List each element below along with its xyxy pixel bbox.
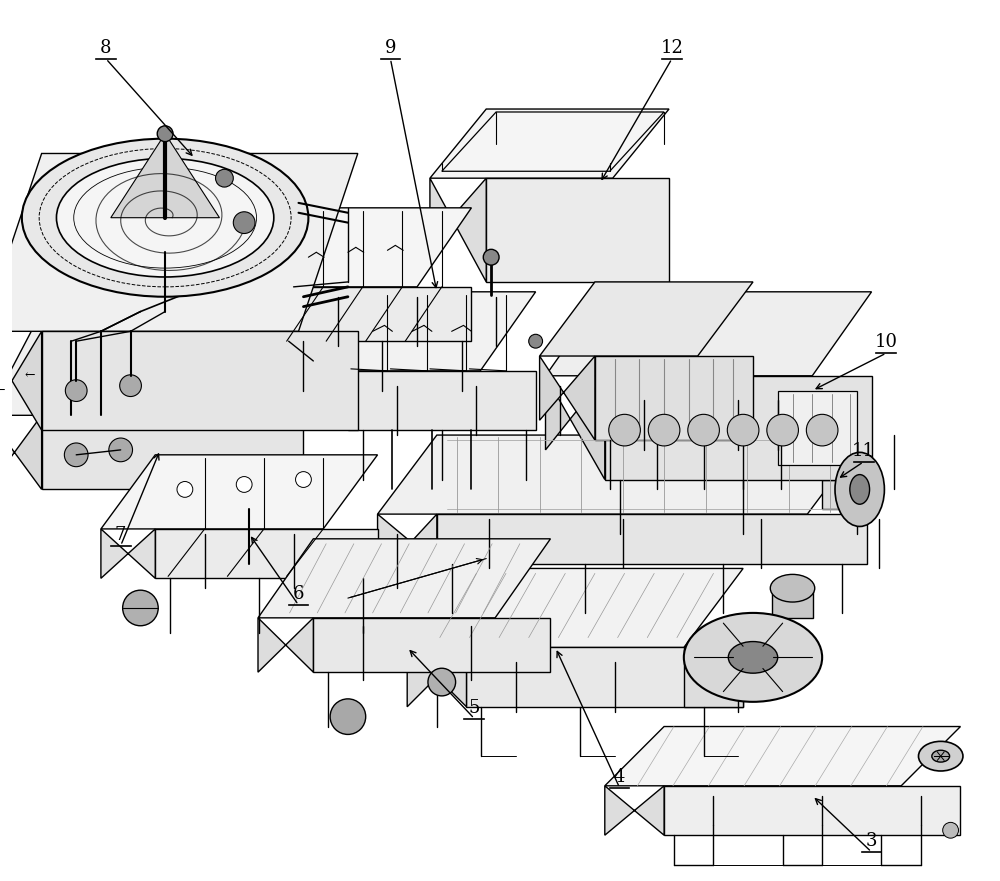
Polygon shape: [605, 727, 960, 786]
Ellipse shape: [684, 613, 822, 702]
Circle shape: [648, 414, 680, 446]
Polygon shape: [42, 415, 303, 490]
Polygon shape: [486, 178, 669, 282]
Circle shape: [65, 380, 87, 402]
Circle shape: [120, 374, 141, 396]
Polygon shape: [684, 648, 743, 707]
Circle shape: [330, 699, 366, 735]
Circle shape: [177, 482, 193, 497]
Polygon shape: [822, 479, 872, 509]
Circle shape: [529, 334, 543, 348]
Ellipse shape: [850, 475, 870, 504]
Circle shape: [233, 211, 255, 233]
Ellipse shape: [56, 159, 274, 277]
Polygon shape: [0, 415, 42, 490]
Polygon shape: [793, 435, 872, 479]
Text: 9: 9: [385, 39, 396, 56]
Polygon shape: [378, 515, 437, 578]
Text: 7: 7: [115, 526, 126, 544]
Text: 3: 3: [866, 832, 877, 850]
Polygon shape: [289, 287, 471, 341]
Text: ←: ←: [0, 384, 5, 397]
Polygon shape: [437, 515, 867, 564]
Polygon shape: [540, 356, 595, 440]
Polygon shape: [0, 153, 358, 331]
Circle shape: [157, 126, 173, 142]
Circle shape: [216, 169, 233, 187]
Circle shape: [767, 414, 798, 446]
Polygon shape: [540, 282, 753, 356]
Polygon shape: [293, 292, 536, 371]
Polygon shape: [0, 331, 42, 430]
Text: ←: ←: [25, 369, 35, 382]
Polygon shape: [111, 134, 219, 218]
Text: 12: 12: [661, 39, 683, 56]
Ellipse shape: [728, 641, 778, 673]
Polygon shape: [101, 529, 155, 578]
Polygon shape: [348, 371, 536, 430]
Ellipse shape: [932, 751, 950, 762]
Polygon shape: [258, 539, 550, 618]
Polygon shape: [778, 390, 857, 464]
Polygon shape: [0, 312, 303, 415]
Circle shape: [483, 249, 499, 265]
Circle shape: [428, 668, 456, 696]
Polygon shape: [605, 376, 872, 479]
Text: 6: 6: [293, 585, 304, 603]
Circle shape: [109, 438, 133, 462]
Polygon shape: [430, 178, 486, 282]
Polygon shape: [101, 455, 378, 529]
Polygon shape: [595, 356, 753, 440]
Text: 8: 8: [100, 39, 112, 56]
Polygon shape: [155, 529, 378, 578]
Polygon shape: [664, 786, 960, 835]
Polygon shape: [772, 589, 813, 618]
Circle shape: [64, 443, 88, 467]
Polygon shape: [407, 648, 466, 707]
Polygon shape: [546, 376, 605, 479]
Text: 10: 10: [875, 333, 898, 352]
Polygon shape: [407, 568, 743, 648]
Polygon shape: [258, 618, 313, 672]
Circle shape: [609, 414, 640, 446]
Polygon shape: [234, 287, 289, 341]
Circle shape: [806, 414, 838, 446]
Polygon shape: [234, 208, 471, 287]
Polygon shape: [378, 435, 867, 515]
Polygon shape: [430, 109, 669, 178]
Ellipse shape: [770, 574, 815, 602]
Text: 11: 11: [852, 441, 875, 460]
Polygon shape: [293, 371, 348, 430]
Circle shape: [123, 590, 158, 626]
Text: 4: 4: [614, 768, 625, 786]
Polygon shape: [605, 786, 664, 835]
Ellipse shape: [835, 452, 884, 527]
Polygon shape: [546, 292, 872, 376]
Circle shape: [727, 414, 759, 446]
Circle shape: [943, 822, 959, 838]
Text: 5: 5: [469, 699, 480, 716]
Polygon shape: [313, 618, 550, 672]
Circle shape: [236, 477, 252, 492]
Polygon shape: [42, 331, 358, 430]
Circle shape: [688, 414, 719, 446]
Circle shape: [296, 471, 311, 487]
Ellipse shape: [22, 138, 308, 297]
Polygon shape: [466, 648, 743, 707]
Ellipse shape: [918, 741, 963, 771]
